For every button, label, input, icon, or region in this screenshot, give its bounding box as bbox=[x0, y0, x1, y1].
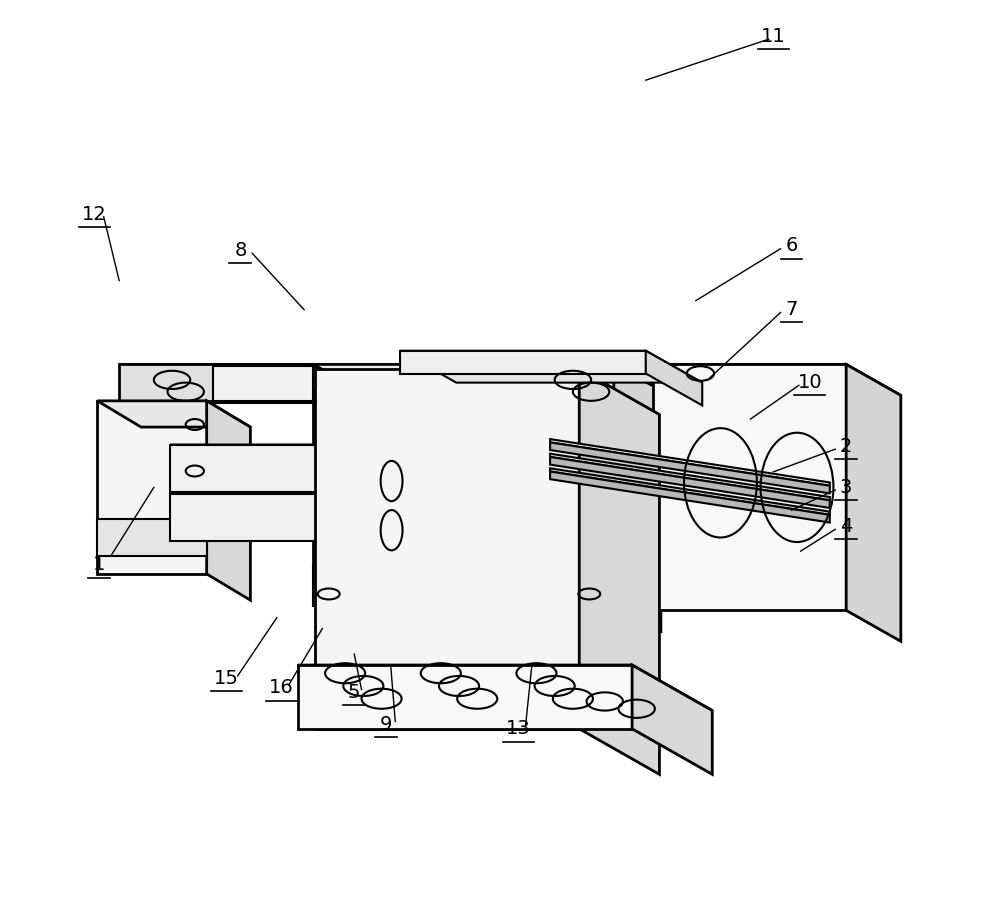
Text: 9: 9 bbox=[380, 715, 392, 733]
Polygon shape bbox=[97, 519, 207, 556]
Polygon shape bbox=[400, 351, 702, 383]
Polygon shape bbox=[400, 351, 646, 374]
Polygon shape bbox=[527, 364, 614, 588]
Polygon shape bbox=[632, 665, 712, 774]
Polygon shape bbox=[315, 369, 579, 729]
Polygon shape bbox=[170, 494, 345, 541]
Polygon shape bbox=[298, 665, 712, 711]
Text: 5: 5 bbox=[348, 683, 360, 701]
Polygon shape bbox=[550, 439, 830, 486]
Polygon shape bbox=[97, 401, 207, 574]
Polygon shape bbox=[614, 364, 661, 416]
Polygon shape bbox=[400, 369, 527, 565]
Text: 4: 4 bbox=[840, 517, 852, 536]
Polygon shape bbox=[313, 565, 614, 606]
Text: 8: 8 bbox=[234, 241, 247, 260]
Polygon shape bbox=[609, 364, 682, 439]
Polygon shape bbox=[119, 364, 609, 401]
Polygon shape bbox=[213, 366, 313, 401]
Polygon shape bbox=[579, 369, 659, 774]
Text: 6: 6 bbox=[785, 237, 798, 255]
Polygon shape bbox=[653, 364, 901, 395]
Polygon shape bbox=[298, 665, 632, 729]
Polygon shape bbox=[170, 445, 345, 492]
Polygon shape bbox=[550, 457, 830, 508]
Polygon shape bbox=[170, 445, 389, 470]
Text: 7: 7 bbox=[785, 301, 798, 319]
Polygon shape bbox=[550, 443, 830, 494]
Text: 11: 11 bbox=[761, 27, 786, 46]
Polygon shape bbox=[170, 494, 389, 519]
Text: 12: 12 bbox=[82, 205, 107, 223]
Polygon shape bbox=[119, 364, 682, 403]
Polygon shape bbox=[213, 366, 361, 389]
Polygon shape bbox=[614, 565, 661, 632]
Polygon shape bbox=[550, 472, 830, 523]
Polygon shape bbox=[550, 454, 830, 500]
Polygon shape bbox=[207, 401, 250, 600]
Polygon shape bbox=[653, 364, 846, 610]
Text: 13: 13 bbox=[506, 720, 531, 738]
Text: 2: 2 bbox=[840, 437, 852, 456]
Polygon shape bbox=[97, 401, 250, 427]
Polygon shape bbox=[345, 494, 389, 567]
Text: 10: 10 bbox=[797, 374, 822, 392]
Polygon shape bbox=[313, 565, 670, 591]
Polygon shape bbox=[846, 364, 901, 641]
Text: 1: 1 bbox=[93, 556, 105, 574]
Text: 3: 3 bbox=[840, 478, 852, 496]
Polygon shape bbox=[313, 364, 661, 391]
Polygon shape bbox=[550, 468, 830, 515]
Text: 15: 15 bbox=[214, 670, 239, 688]
Text: 16: 16 bbox=[269, 679, 294, 697]
Polygon shape bbox=[646, 351, 702, 405]
Polygon shape bbox=[313, 364, 400, 588]
Polygon shape bbox=[345, 445, 389, 517]
Polygon shape bbox=[313, 565, 661, 591]
